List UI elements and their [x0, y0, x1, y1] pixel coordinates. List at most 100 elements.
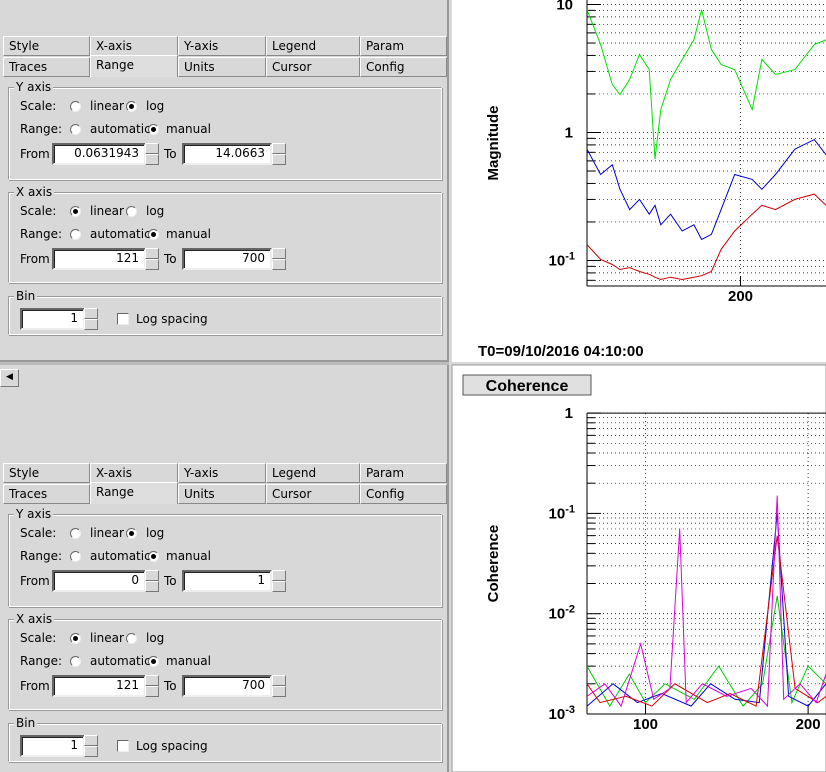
tab[interactable]: Config: [360, 484, 447, 504]
number-input[interactable]: 0: [52, 570, 146, 592]
tab[interactable]: Range: [90, 55, 178, 77]
tab[interactable]: Config: [360, 57, 447, 77]
tab[interactable]: Style: [3, 463, 90, 483]
number-input[interactable]: 0.0631943: [52, 143, 146, 165]
tab[interactable]: Y-axis: [178, 463, 266, 483]
y-tick-label: 10-1: [549, 250, 575, 269]
radio-label: linear: [90, 526, 124, 540]
y-tick-exponent: -1: [565, 250, 575, 262]
radio[interactable]: [126, 206, 137, 217]
tab[interactable]: Cursor: [266, 484, 360, 504]
spinner[interactable]: [145, 570, 159, 592]
tab[interactable]: X-axis: [90, 463, 178, 483]
spinner[interactable]: [272, 570, 286, 592]
radio[interactable]: [70, 101, 81, 112]
radio[interactable]: [70, 528, 81, 539]
number-input[interactable]: 700: [182, 675, 272, 697]
radio-label: log: [146, 526, 165, 540]
radio[interactable]: [70, 633, 81, 644]
trace: [587, 193, 826, 281]
x-tick-label: 200: [796, 716, 821, 733]
options-panel: Style X-axis Y-axis Legend Param Traces Range U…: [0, 0, 449, 362]
tab[interactable]: Units: [178, 484, 266, 504]
radio[interactable]: [70, 656, 81, 667]
number-input[interactable]: 121: [52, 675, 146, 697]
number-input[interactable]: 1: [182, 570, 272, 592]
y-tick-base: 1: [565, 405, 573, 422]
radio-label: automatic: [90, 549, 151, 563]
radio[interactable]: [126, 528, 137, 539]
group-box: [8, 296, 442, 335]
spinner[interactable]: [84, 308, 98, 330]
radio[interactable]: [148, 229, 159, 240]
radio-label: manual: [166, 122, 211, 136]
radio[interactable]: [148, 124, 159, 135]
label: From: [20, 147, 50, 161]
tab[interactable]: Units: [178, 57, 266, 77]
spinner[interactable]: [145, 248, 159, 270]
checkbox[interactable]: [117, 740, 129, 752]
label: To: [164, 679, 177, 693]
radio[interactable]: [70, 229, 81, 240]
y-tick-exponent: -2: [565, 604, 575, 616]
radio[interactable]: [70, 551, 81, 562]
y-tick-label: 1: [565, 124, 573, 141]
group-title: X axis: [14, 612, 55, 626]
y-tick-base: 10: [549, 706, 566, 723]
radio[interactable]: [70, 206, 81, 217]
number-input[interactable]: 121: [52, 248, 146, 270]
radio[interactable]: [148, 551, 159, 562]
radio-label: linear: [90, 99, 124, 113]
radio-label: automatic: [90, 227, 151, 241]
tab[interactable]: Cursor: [266, 57, 360, 77]
tab[interactable]: Traces: [3, 57, 90, 77]
checkbox[interactable]: [117, 313, 129, 325]
label: Scale:: [20, 526, 57, 540]
number-input[interactable]: 1: [20, 308, 85, 330]
spinner[interactable]: [145, 675, 159, 697]
tab[interactable]: Range: [90, 482, 178, 504]
label: From: [20, 252, 50, 266]
number-input[interactable]: 1: [20, 735, 85, 757]
title-box: [462, 374, 592, 396]
spinner[interactable]: [272, 248, 286, 270]
options-panel: Style X-axis Y-axis Legend Param Traces Range U…: [0, 365, 449, 772]
tab[interactable]: Y-axis: [178, 36, 266, 56]
group-box: [8, 723, 442, 762]
tab[interactable]: Style: [3, 36, 90, 56]
radio[interactable]: [126, 101, 137, 112]
spinner[interactable]: [84, 735, 98, 757]
spinner[interactable]: [272, 675, 286, 697]
collapse-button[interactable]: ◀: [0, 369, 19, 387]
tab[interactable]: Param: [360, 463, 447, 483]
tab[interactable]: X-axis: [90, 36, 178, 56]
tab[interactable]: Legend: [266, 463, 360, 483]
plot-pad: [451, 364, 826, 772]
group-title: Bin: [14, 716, 38, 730]
trace: [587, 138, 826, 241]
radio-label: linear: [90, 204, 124, 218]
label: Range:: [20, 227, 63, 241]
radio-label: manual: [166, 227, 211, 241]
spinner[interactable]: [272, 143, 286, 165]
radio[interactable]: [126, 633, 137, 644]
trace: [587, 595, 826, 708]
label: Scale:: [20, 99, 57, 113]
label: To: [164, 252, 177, 266]
y-tick-base: 10: [549, 606, 566, 623]
y-tick-base: 1: [565, 124, 573, 141]
tab[interactable]: Traces: [3, 484, 90, 504]
radio[interactable]: [148, 656, 159, 667]
series-group: [587, 9, 826, 281]
radio-label: log: [146, 99, 165, 113]
number-input[interactable]: 14.0663: [182, 143, 272, 165]
tab[interactable]: Legend: [266, 36, 360, 56]
number-input[interactable]: 700: [182, 248, 272, 270]
tab[interactable]: Param: [360, 36, 447, 56]
radio[interactable]: [70, 124, 81, 135]
spinner[interactable]: [145, 143, 159, 165]
plot-title: Coherence: [486, 378, 569, 395]
y-tick-label: 10-3: [549, 704, 575, 723]
